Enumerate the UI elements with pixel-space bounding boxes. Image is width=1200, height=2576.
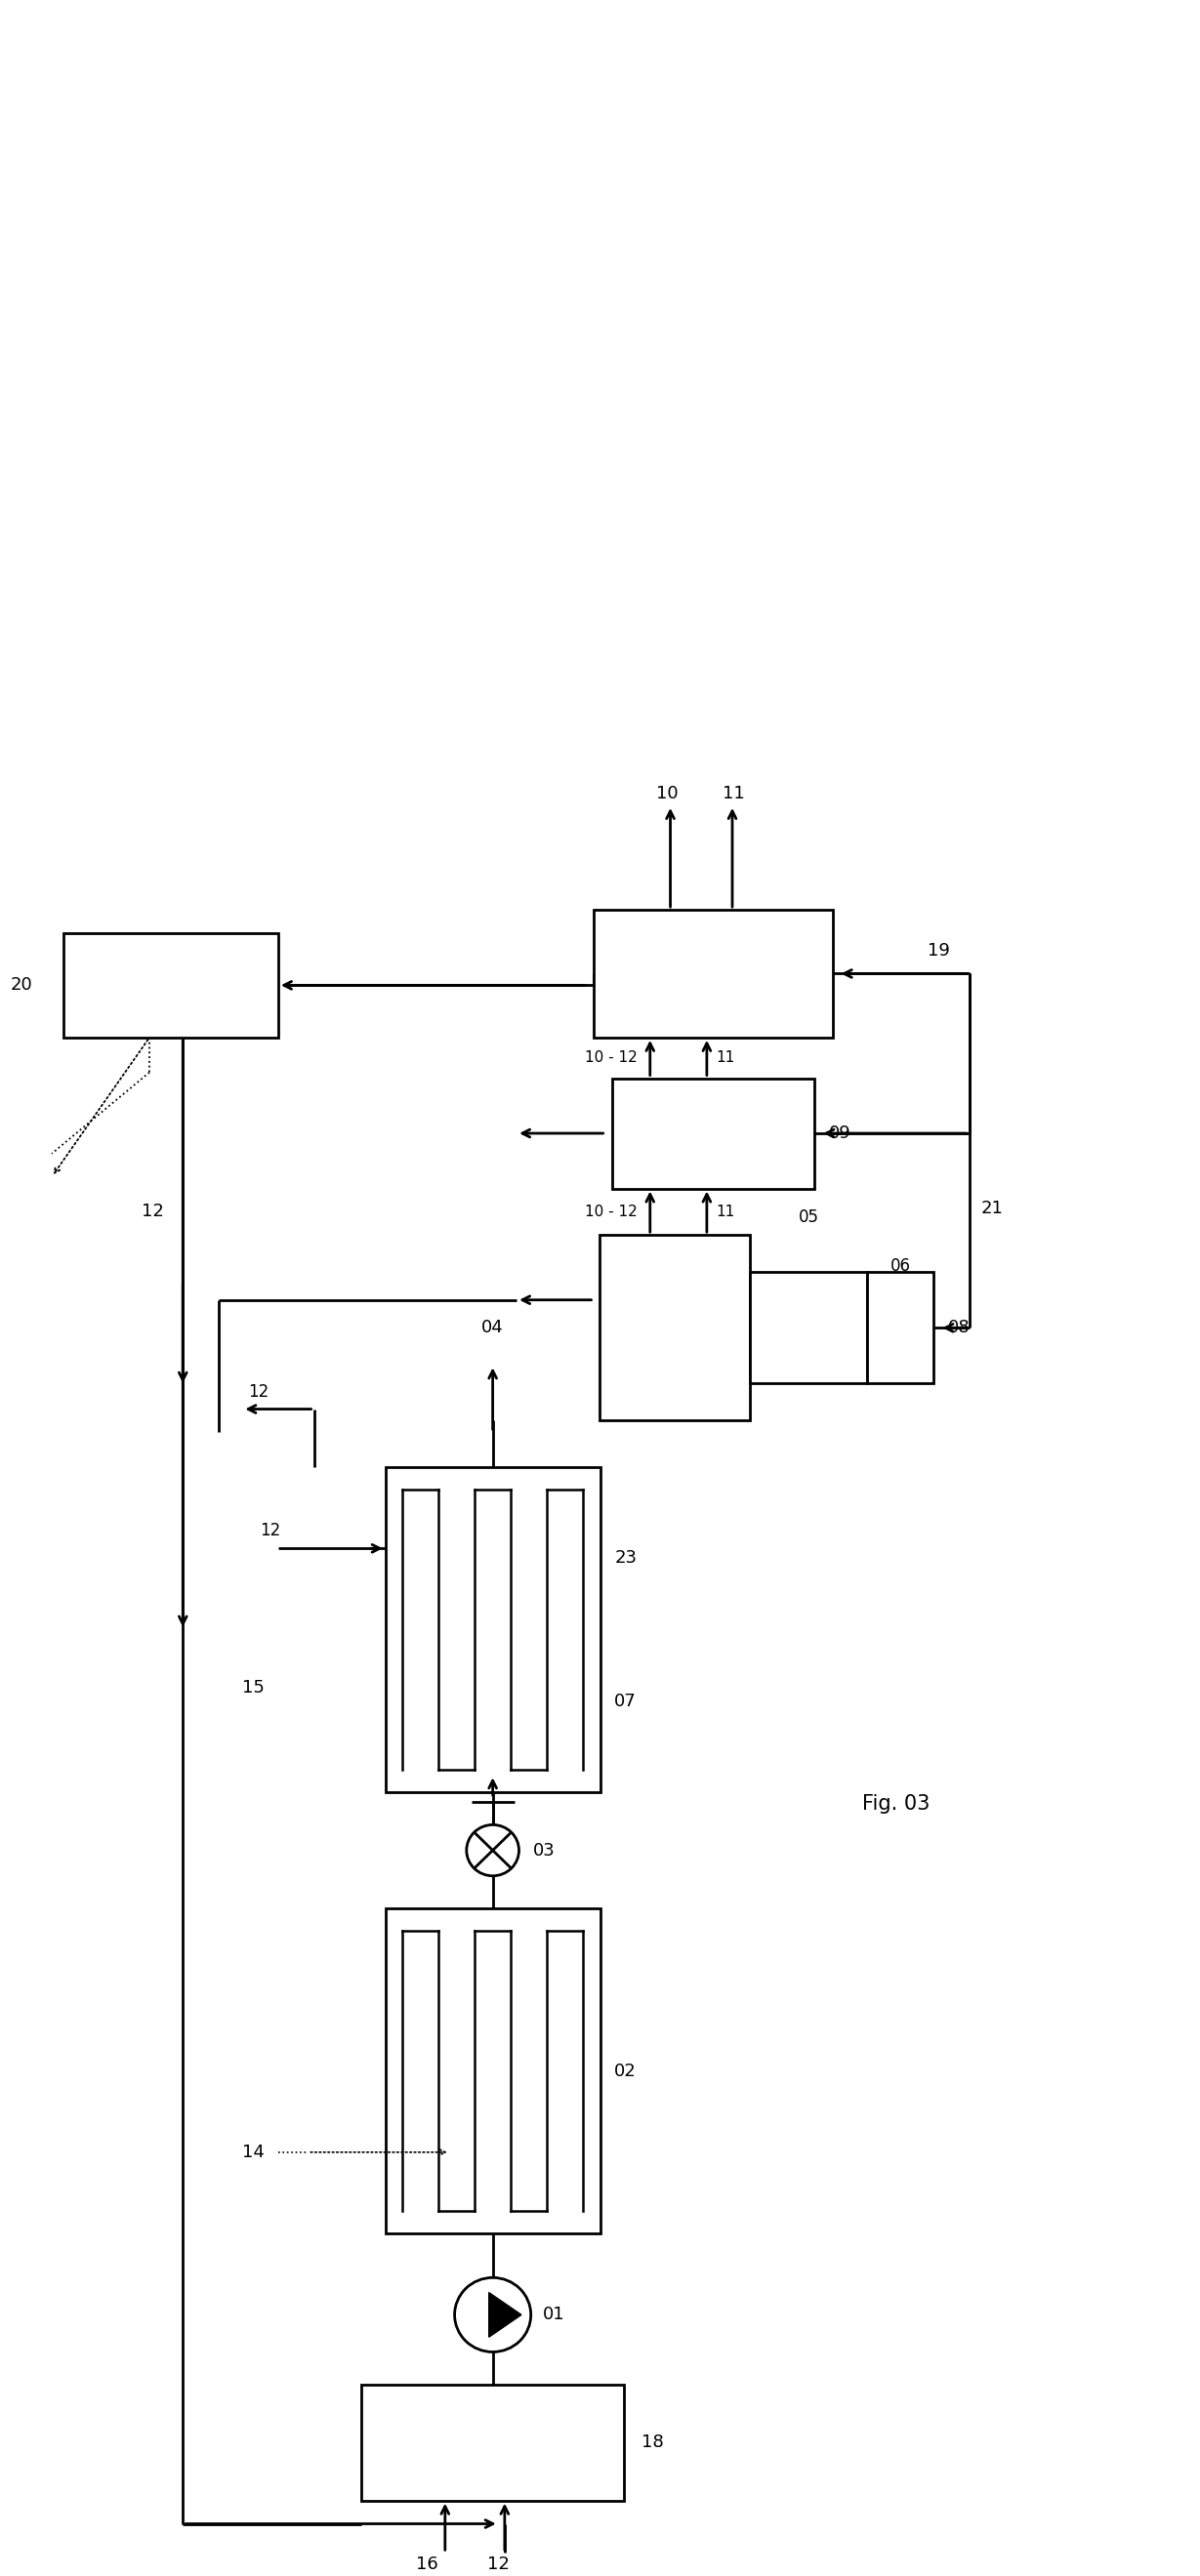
Text: 02: 02: [614, 2063, 636, 2079]
Text: 21: 21: [982, 1200, 1003, 1218]
Bar: [64, 933, 278, 1038]
Text: 10 - 12: 10 - 12: [584, 1051, 637, 1064]
Text: 05: 05: [798, 1208, 818, 1226]
Text: 19: 19: [928, 943, 950, 958]
Text: Fig. 03: Fig. 03: [863, 1793, 930, 1814]
Text: 11: 11: [716, 1206, 736, 1218]
Text: 18: 18: [642, 2434, 664, 2452]
Text: 12: 12: [248, 1383, 269, 1401]
Text: 14: 14: [242, 2143, 265, 2161]
Bar: [385, 1909, 600, 2233]
Circle shape: [455, 2277, 530, 2352]
Text: 12: 12: [260, 1522, 281, 1540]
Polygon shape: [488, 2293, 521, 2336]
Bar: [361, 2385, 624, 2501]
Text: 08: 08: [948, 1319, 970, 1337]
Text: 16: 16: [416, 2555, 438, 2573]
Text: 20: 20: [10, 976, 32, 994]
Bar: [866, 1273, 934, 1383]
Text: 03: 03: [533, 1842, 556, 1860]
Text: 04: 04: [481, 1319, 503, 1337]
Text: 15: 15: [242, 1680, 265, 1698]
Text: 11: 11: [722, 786, 745, 804]
Text: 06: 06: [890, 1257, 911, 1275]
Text: 09: 09: [829, 1126, 851, 1141]
Text: 07: 07: [614, 1692, 636, 1710]
Text: 01: 01: [542, 2306, 565, 2324]
Bar: [385, 1468, 600, 1793]
Text: 12: 12: [142, 1203, 163, 1221]
Text: 10 - 12: 10 - 12: [584, 1206, 637, 1218]
Bar: [594, 909, 833, 1038]
Bar: [750, 1273, 866, 1383]
Bar: [612, 1079, 815, 1188]
Text: 10: 10: [656, 786, 678, 804]
Text: 12: 12: [487, 2555, 510, 2573]
Circle shape: [467, 1824, 518, 1875]
Bar: [600, 1234, 750, 1422]
Text: 11: 11: [716, 1051, 736, 1064]
Text: 23: 23: [614, 1548, 637, 1566]
